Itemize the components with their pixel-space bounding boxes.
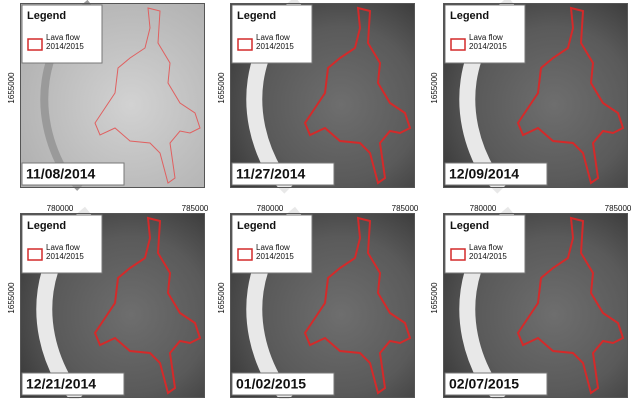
x-axis-label: 780000	[257, 204, 284, 213]
date-label: 12/21/2014	[26, 376, 96, 392]
legend-title: Legend	[450, 220, 489, 232]
legend-item: 2014/2015	[469, 252, 507, 261]
x-axis-label: 780000	[47, 204, 74, 213]
legend-title: Legend	[27, 220, 66, 232]
legend-title: Legend	[237, 220, 276, 232]
date-label: 11/08/2014	[26, 166, 96, 182]
y-axis-label: 1655000	[217, 282, 226, 314]
x-axis-label: 785000	[392, 204, 419, 213]
y-axis-label: 1655000	[430, 282, 439, 314]
x-axis-label: 780000	[470, 204, 497, 213]
legend-item: Lava flow	[256, 243, 290, 252]
legend-item: 2014/2015	[46, 252, 84, 261]
figure: LegendLava flow2014/201511/08/2014165500…	[0, 0, 631, 399]
legend-item: Lava flow	[469, 243, 503, 252]
date-label: 11/27/2014	[236, 166, 306, 182]
date-label: 02/07/2015	[449, 376, 519, 392]
legend-title: Legend	[237, 10, 276, 22]
x-axis-label: 785000	[605, 204, 631, 213]
date-label: 01/02/2015	[236, 376, 306, 392]
legend-item: Lava flow	[46, 33, 80, 42]
legend-title: Legend	[27, 10, 66, 22]
legend-item: Lava flow	[256, 33, 290, 42]
legend-item: 2014/2015	[256, 42, 294, 51]
x-axis-label: 785000	[182, 204, 209, 213]
y-axis-label: 1655000	[7, 72, 16, 104]
y-axis-label: 1655000	[430, 72, 439, 104]
legend-item: Lava flow	[46, 243, 80, 252]
date-label: 12/09/2014	[449, 166, 519, 182]
legend-item: 2014/2015	[469, 42, 507, 51]
legend-title: Legend	[450, 10, 489, 22]
legend-item: 2014/2015	[256, 252, 294, 261]
legend-item: Lava flow	[469, 33, 503, 42]
y-axis-label: 1655000	[217, 72, 226, 104]
y-axis-label: 1655000	[7, 282, 16, 314]
legend-item: 2014/2015	[46, 42, 84, 51]
